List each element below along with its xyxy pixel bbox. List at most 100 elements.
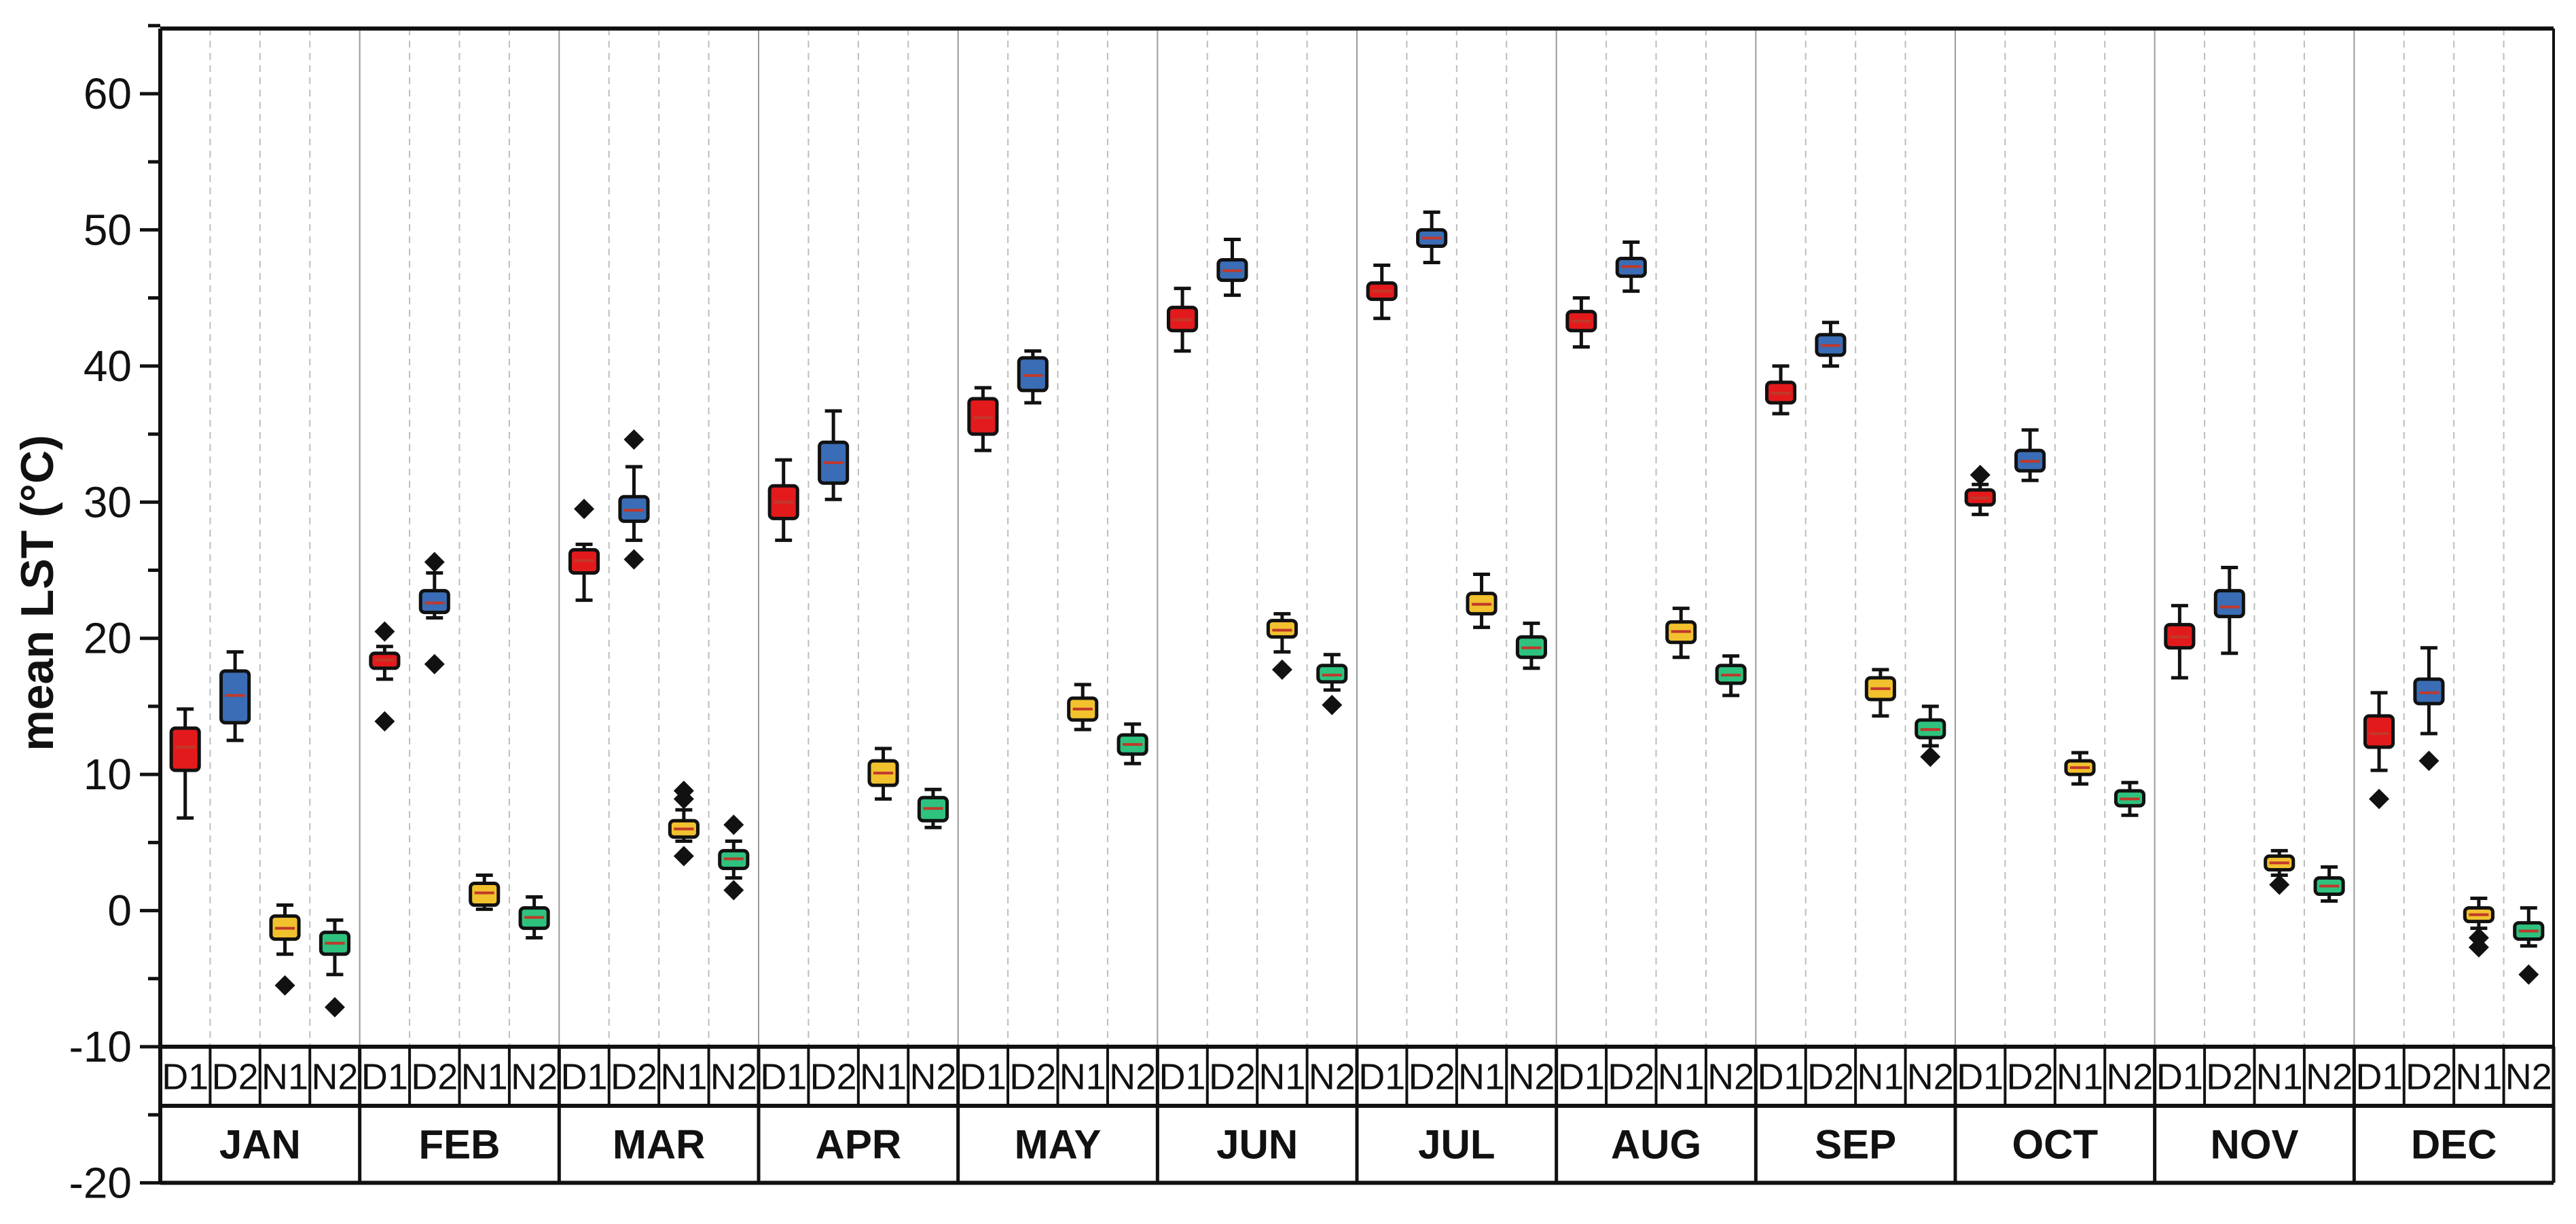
box-apr-d2 [818, 409, 850, 501]
category-tick-label: N1 [261, 1057, 308, 1098]
y-tick-label: 30 [84, 478, 132, 526]
y-tick-label: 40 [84, 342, 132, 391]
box-sep-n1 [1864, 668, 1896, 718]
iqr-box [2413, 677, 2445, 706]
outlier-marker [374, 710, 395, 732]
y-tick-label: 60 [84, 69, 132, 118]
box-mar-n2 [718, 814, 750, 901]
outlier-marker [673, 789, 694, 810]
category-tick-label: N2 [710, 1057, 757, 1098]
box-feb-n1 [469, 873, 501, 912]
outlier-marker [1970, 465, 1991, 486]
category-tick-label: D2 [1608, 1057, 1654, 1098]
iqr-box [1017, 356, 1049, 393]
category-tick-label: D1 [760, 1057, 807, 1098]
month-label: AUG [1611, 1122, 1701, 1168]
category-tick-label: D1 [1957, 1057, 2003, 1098]
outlier-marker [1322, 694, 1343, 715]
iqr-box [169, 726, 201, 772]
category-tick-label: N1 [2256, 1057, 2303, 1098]
category-tick-label: N2 [909, 1057, 956, 1098]
y-axis-label: mean LST (°C) [12, 435, 63, 751]
y-tick-label: 50 [84, 205, 132, 254]
month-label: APR [815, 1122, 901, 1168]
box-sep-d1 [1764, 364, 1797, 416]
box-series [169, 210, 2545, 1018]
box-may-n1 [1067, 683, 1099, 732]
category-tick-label: N2 [2306, 1057, 2353, 1098]
box-dec-n2 [2513, 906, 2545, 985]
box-dec-d1 [2363, 691, 2395, 810]
box-aug-n1 [1665, 607, 1697, 660]
month-label: FEB [419, 1122, 501, 1168]
outlier-marker [723, 880, 744, 901]
box-apr-d1 [767, 458, 799, 542]
box-sep-n2 [1915, 704, 1946, 768]
box-jun-d2 [1216, 237, 1248, 298]
iqr-box [469, 881, 501, 907]
outlier-marker [623, 549, 645, 570]
outlier-marker [623, 429, 645, 450]
category-tick-label: D2 [411, 1057, 458, 1098]
iqr-box [1266, 619, 1298, 639]
category-tick-label: N2 [1309, 1057, 1356, 1098]
category-tick-label: D2 [1009, 1057, 1056, 1098]
iqr-box [1316, 664, 1348, 684]
category-tick-label: D1 [1558, 1057, 1605, 1098]
outlier-marker [374, 621, 395, 642]
box-aug-d2 [1615, 240, 1647, 293]
category-tick-label: N2 [1508, 1057, 1555, 1098]
iqr-box [219, 669, 251, 725]
box-mar-n1 [668, 780, 700, 867]
category-tick-label: N1 [660, 1057, 707, 1098]
box-jan-n1 [269, 903, 301, 996]
box-aug-n2 [1715, 654, 1747, 698]
box-jul-n2 [1515, 622, 1548, 670]
box-may-d2 [1017, 349, 1049, 405]
category-tick-label: D1 [1358, 1057, 1405, 1098]
box-apr-n2 [917, 787, 949, 829]
box-may-d1 [967, 386, 999, 452]
box-jun-n1 [1266, 612, 1298, 680]
month-label: MAR [613, 1122, 706, 1168]
category-tick-label: N2 [2106, 1057, 2153, 1098]
box-nov-n2 [2313, 865, 2345, 903]
category-tick-label: N1 [1658, 1057, 1705, 1098]
category-tick-label: N1 [1458, 1057, 1505, 1098]
category-tick-label: N1 [2056, 1057, 2103, 1098]
month-label: JUL [1418, 1122, 1495, 1168]
box-oct-d1 [1964, 465, 1996, 516]
month-label: MAY [1015, 1122, 1102, 1168]
box-nov-d1 [2164, 604, 2196, 680]
box-oct-n2 [2114, 780, 2146, 817]
category-tick-label: D1 [162, 1057, 208, 1098]
outlier-marker [1271, 659, 1292, 680]
box-mar-d2 [618, 429, 650, 570]
box-feb-n2 [518, 895, 550, 940]
box-jun-n2 [1316, 653, 1348, 715]
box-jul-d2 [1416, 210, 1448, 265]
box-feb-d1 [369, 621, 401, 732]
category-tick-label: D2 [2007, 1057, 2054, 1098]
outlier-marker [2269, 874, 2290, 895]
category-tick-label: N1 [2455, 1057, 2502, 1098]
month-label: SEP [1815, 1122, 1896, 1168]
box-jul-n1 [1466, 573, 1498, 630]
category-tick-label: D2 [1409, 1057, 1455, 1098]
y-tick-label: 20 [84, 614, 132, 663]
iqr-box [2213, 589, 2245, 619]
box-jan-d2 [219, 650, 251, 742]
category-tick-label: D2 [810, 1057, 857, 1098]
iqr-box [967, 397, 999, 436]
outlier-marker [2418, 751, 2439, 772]
box-jul-d1 [1366, 264, 1398, 321]
category-tick-label: D2 [2206, 1057, 2253, 1098]
category-tick-label: D1 [2356, 1057, 2403, 1098]
box-dec-d2 [2413, 646, 2445, 772]
category-tick-label: D2 [611, 1057, 657, 1098]
category-tick-label: D2 [1209, 1057, 1256, 1098]
y-tick-label: -10 [69, 1022, 132, 1071]
category-tick-label: N2 [2505, 1057, 2552, 1098]
